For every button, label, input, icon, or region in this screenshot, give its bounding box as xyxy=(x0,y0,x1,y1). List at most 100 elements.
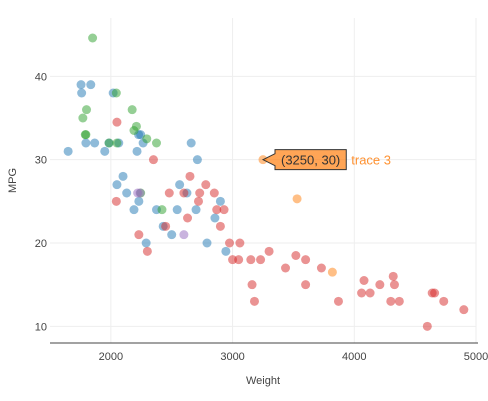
data-point[interactable] xyxy=(179,188,189,198)
data-point[interactable] xyxy=(202,238,212,248)
data-point[interactable] xyxy=(172,205,182,215)
data-point[interactable] xyxy=(132,146,142,156)
data-point[interactable] xyxy=(134,230,144,240)
data-point[interactable] xyxy=(264,246,274,256)
y-tick-label: 20 xyxy=(35,238,47,250)
x-tick-label: 5000 xyxy=(464,351,488,363)
data-points[interactable] xyxy=(63,33,469,331)
data-point[interactable] xyxy=(111,88,121,98)
data-point[interactable] xyxy=(246,255,256,265)
data-point[interactable] xyxy=(210,213,220,223)
data-point[interactable] xyxy=(219,205,229,215)
data-point[interactable] xyxy=(192,155,202,165)
data-point[interactable] xyxy=(249,296,259,306)
grid xyxy=(50,18,477,343)
data-point[interactable] xyxy=(88,33,98,43)
data-point[interactable] xyxy=(191,205,201,215)
data-point[interactable] xyxy=(90,138,100,148)
data-point[interactable] xyxy=(81,130,91,140)
data-point[interactable] xyxy=(301,255,311,265)
data-point[interactable] xyxy=(167,230,177,240)
data-point[interactable] xyxy=(131,121,141,131)
data-point[interactable] xyxy=(193,196,203,206)
data-point[interactable] xyxy=(183,213,193,223)
data-point[interactable] xyxy=(357,288,367,298)
x-tick-labels: 2000 3000 4000 5000 xyxy=(99,351,488,363)
data-point[interactable] xyxy=(86,80,96,90)
hover-label-box xyxy=(261,149,347,171)
hover-trace-name: trace 3 xyxy=(351,153,391,168)
data-point[interactable] xyxy=(195,188,205,198)
data-point[interactable] xyxy=(225,238,235,248)
data-point[interactable] xyxy=(389,280,399,290)
data-point[interactable] xyxy=(247,280,257,290)
data-point[interactable] xyxy=(316,263,326,273)
data-point[interactable] xyxy=(141,238,151,248)
data-point[interactable] xyxy=(292,194,302,204)
x-tick-label: 4000 xyxy=(342,351,366,363)
data-point[interactable] xyxy=(100,146,110,156)
data-point[interactable] xyxy=(459,305,469,315)
y-tick-label: 30 xyxy=(35,155,47,167)
data-point[interactable] xyxy=(118,171,128,181)
data-point[interactable] xyxy=(291,251,301,260)
data-point[interactable] xyxy=(179,230,189,240)
data-point[interactable] xyxy=(134,196,144,206)
data-point[interactable] xyxy=(394,296,404,306)
data-point[interactable] xyxy=(388,271,398,281)
data-point[interactable] xyxy=(439,296,449,306)
data-point[interactable] xyxy=(104,138,114,148)
data-point[interactable] xyxy=(112,117,122,127)
x-tick-label: 2000 xyxy=(99,351,123,363)
y-tick-label: 40 xyxy=(35,71,47,83)
data-point[interactable] xyxy=(215,196,225,206)
data-point[interactable] xyxy=(234,255,244,265)
data-point[interactable] xyxy=(386,296,396,306)
data-point[interactable] xyxy=(63,146,73,156)
data-point[interactable] xyxy=(76,80,86,90)
data-point[interactable] xyxy=(215,221,225,231)
data-point[interactable] xyxy=(375,280,385,290)
data-point[interactable] xyxy=(422,321,432,331)
data-point[interactable] xyxy=(186,138,196,148)
y-axis-title: MPG xyxy=(7,168,19,193)
data-point[interactable] xyxy=(82,105,92,115)
data-point[interactable] xyxy=(148,155,158,165)
data-point[interactable] xyxy=(430,288,440,298)
data-point[interactable] xyxy=(77,88,87,98)
y-tick-label: 10 xyxy=(35,321,47,333)
data-point[interactable] xyxy=(161,221,171,231)
data-point[interactable] xyxy=(175,180,185,190)
data-point[interactable] xyxy=(185,171,195,181)
data-point[interactable] xyxy=(359,276,369,285)
data-point[interactable] xyxy=(212,205,222,215)
data-point[interactable] xyxy=(235,238,245,248)
data-point[interactable] xyxy=(78,113,88,123)
data-point[interactable] xyxy=(127,105,137,115)
data-point[interactable] xyxy=(112,138,122,148)
data-point[interactable] xyxy=(301,280,311,290)
data-point[interactable] xyxy=(256,255,266,265)
data-point[interactable] xyxy=(152,138,161,148)
data-point[interactable] xyxy=(81,138,91,148)
data-point[interactable] xyxy=(111,196,121,206)
data-point[interactable] xyxy=(209,188,219,198)
data-point[interactable] xyxy=(122,188,132,198)
data-point[interactable] xyxy=(201,180,211,190)
data-point[interactable] xyxy=(221,246,231,256)
x-axis-title: Weight xyxy=(246,375,280,387)
data-point[interactable] xyxy=(365,288,375,298)
data-point[interactable] xyxy=(135,188,145,198)
data-point[interactable] xyxy=(112,180,122,190)
data-point[interactable] xyxy=(157,205,167,215)
data-point[interactable] xyxy=(142,246,152,256)
data-point[interactable] xyxy=(164,188,174,198)
data-point[interactable] xyxy=(327,267,337,277)
y-tick-labels: 10 20 30 40 xyxy=(35,71,47,333)
data-point[interactable] xyxy=(142,134,152,144)
data-point[interactable] xyxy=(281,263,291,273)
data-point[interactable] xyxy=(129,205,139,215)
data-point[interactable] xyxy=(333,296,343,306)
